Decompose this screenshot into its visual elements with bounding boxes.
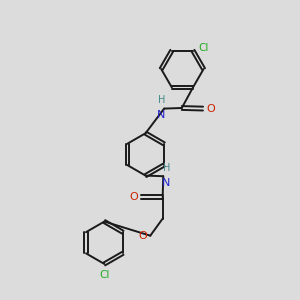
Text: N: N: [162, 178, 170, 188]
Text: O: O: [206, 103, 215, 114]
Text: O: O: [129, 192, 138, 203]
Text: O: O: [139, 231, 147, 241]
Text: N: N: [157, 110, 165, 120]
Text: Cl: Cl: [198, 43, 209, 53]
Text: Cl: Cl: [99, 270, 110, 280]
Text: H: H: [158, 95, 165, 105]
Text: H: H: [163, 163, 170, 173]
